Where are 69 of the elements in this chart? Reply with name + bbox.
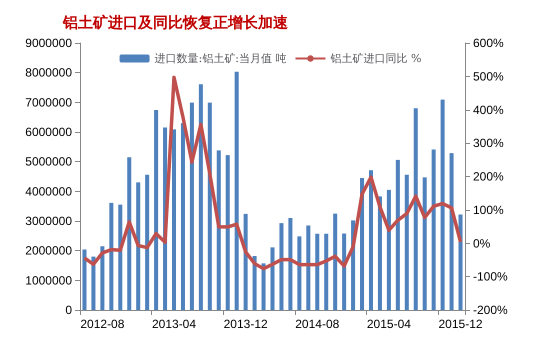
bar (118, 204, 122, 310)
bar (216, 150, 221, 310)
bar (270, 247, 275, 310)
bar (154, 110, 158, 310)
y2-tick-label: 300% (473, 136, 504, 150)
x-tick-label: 2013-12 (224, 317, 268, 331)
bar (288, 218, 292, 310)
y2-tick-label: 200% (473, 170, 504, 184)
y-tick-label: 7000000 (25, 95, 72, 110)
legend-label: 进口数量:铝土矿:当月值 吨 (154, 52, 286, 65)
bar (297, 236, 302, 310)
bar (440, 100, 445, 310)
bar (234, 72, 239, 310)
x-tick-label: 2015-12 (438, 317, 483, 331)
y-tick-label: 9000000 (25, 36, 72, 50)
bar (306, 225, 310, 310)
y2-tick-label: 500% (473, 69, 504, 84)
y2-tick-label: 0% (473, 236, 491, 250)
y2-tick-label: 600% (473, 36, 504, 50)
bar (368, 170, 374, 310)
bar (315, 234, 320, 310)
bar (109, 202, 114, 310)
bar (172, 129, 176, 310)
y2-tick-label: -100% (473, 270, 508, 284)
bar (252, 256, 257, 310)
bar (450, 153, 454, 310)
y-tick-label: 6000000 (25, 125, 72, 139)
bar (324, 234, 328, 310)
x-tick-label: 2014-08 (295, 317, 340, 331)
y-tick-label: 1000000 (25, 273, 72, 288)
bar (396, 160, 400, 310)
y2-tick-label: 100% (473, 202, 504, 217)
bar (414, 108, 418, 310)
x-tick-label: 2012-08 (80, 317, 125, 331)
y-tick-label: 5000000 (25, 154, 72, 169)
bar (244, 214, 248, 310)
bar (180, 123, 185, 310)
bar (100, 246, 104, 310)
y2-tick-label: 400% (473, 102, 504, 117)
bar (279, 223, 284, 310)
y2-tick-label: -200% (473, 303, 508, 317)
y-tick-label: 4000000 (25, 184, 72, 198)
bar (190, 102, 194, 310)
y-tick-label: 3000000 (25, 214, 72, 228)
line-series (82, 76, 462, 270)
bar (458, 214, 463, 310)
y-tick-label: 2000000 (25, 244, 72, 258)
bar (127, 157, 132, 310)
bar (342, 233, 346, 310)
bar (91, 256, 96, 310)
bar (226, 155, 230, 310)
x-tick-label: 2013-04 (152, 317, 196, 331)
bar (145, 174, 150, 310)
legend-label: 铝土矿进口同比 % (329, 52, 422, 65)
x-tick-label: 2015-04 (366, 317, 412, 331)
bar (422, 177, 427, 310)
bar (333, 214, 338, 310)
bar (432, 150, 436, 310)
bar (386, 190, 391, 310)
chart-title: 铝土矿进口及同比恢复正增长加速 (62, 14, 289, 32)
bar (82, 249, 86, 310)
bar (136, 182, 140, 310)
bar (404, 174, 409, 310)
bar (208, 102, 212, 310)
bar (378, 196, 382, 310)
y-tick-label: 8000000 (25, 66, 72, 80)
bar (198, 84, 203, 310)
y-tick-label: 0 (65, 303, 72, 317)
bar (262, 263, 266, 310)
